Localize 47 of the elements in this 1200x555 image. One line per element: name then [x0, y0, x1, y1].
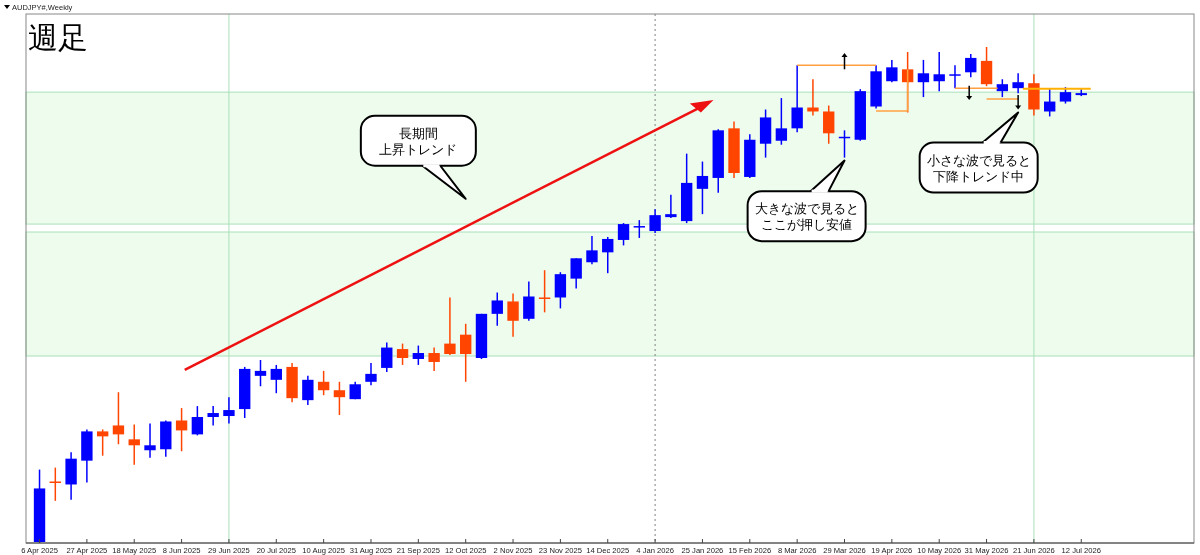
candlestick	[444, 296, 456, 356]
candlestick	[128, 423, 140, 466]
candlestick	[396, 342, 409, 366]
candlestick	[302, 375, 314, 406]
candlestick	[270, 364, 282, 394]
candlestick	[586, 235, 598, 265]
candlestick	[112, 391, 125, 446]
candlestick	[144, 422, 156, 459]
candlestick	[1012, 72, 1024, 94]
candlestick	[428, 346, 440, 372]
candlestick	[96, 428, 109, 457]
chart-title: 週足	[28, 20, 88, 55]
candlestick	[191, 405, 204, 437]
candlestick	[949, 64, 961, 89]
candlestick	[917, 59, 930, 98]
candlestick	[791, 64, 803, 134]
candlestick	[317, 370, 330, 396]
candlestick	[617, 222, 630, 247]
annotation: 小さな波で見ると下降トレンド中	[926, 152, 1031, 184]
candlestick	[254, 359, 267, 388]
candlestick	[49, 466, 61, 502]
candlestick	[523, 280, 535, 322]
candlestick	[207, 405, 219, 427]
candlestick	[333, 381, 346, 416]
annotation: 長期間上昇トレンド	[379, 125, 458, 157]
candlestick	[507, 292, 519, 338]
candlestick	[649, 208, 661, 234]
candlestick	[665, 194, 677, 219]
candlestick	[175, 407, 188, 452]
candlestick	[223, 396, 235, 425]
candlestick	[381, 341, 393, 373]
candlestick	[980, 46, 993, 87]
candlestick	[412, 344, 425, 366]
annotation: 大きな波で見るとここが押し安値	[754, 201, 859, 233]
candlestick	[602, 236, 614, 274]
candlestick	[886, 59, 898, 83]
candlestick	[570, 257, 582, 290]
candlestick	[460, 323, 472, 383]
candlestick	[823, 104, 835, 145]
candlestick	[933, 51, 945, 92]
candlestick	[554, 271, 567, 310]
candlestick	[365, 362, 377, 387]
candlestick	[775, 97, 788, 146]
candlestick	[696, 160, 709, 215]
candlestick	[965, 53, 977, 79]
candlestick	[491, 291, 503, 327]
candlestick	[538, 269, 551, 314]
